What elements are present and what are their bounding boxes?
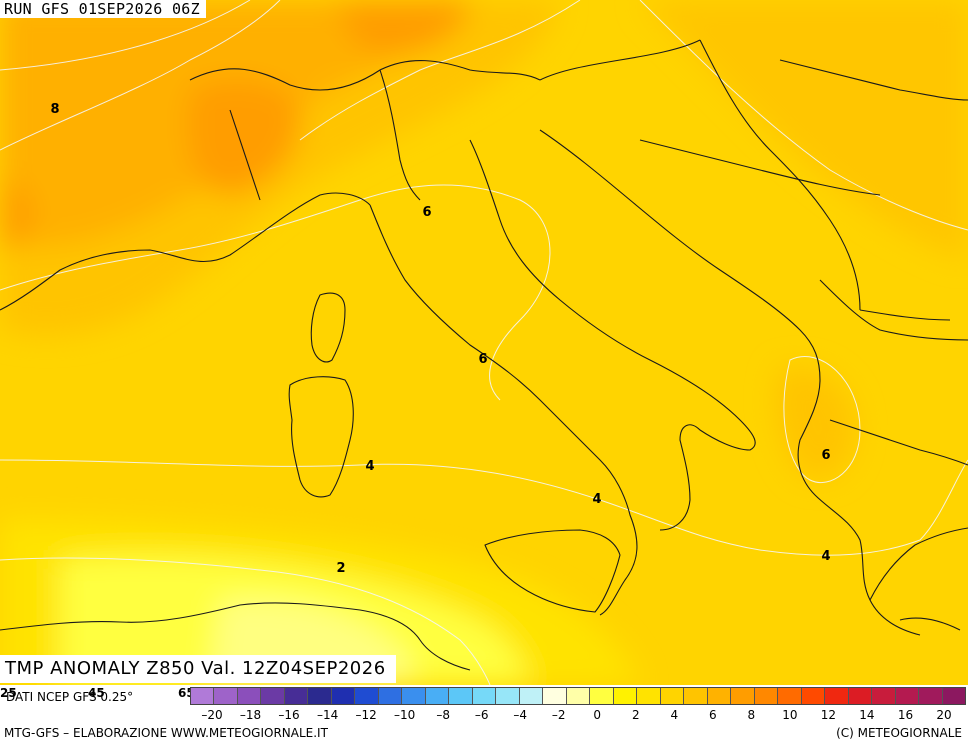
colorbar-swatch (801, 688, 826, 704)
colorbar-label: 2 (631, 708, 640, 722)
colorbar-swatch (825, 688, 849, 704)
colorbar-label: 16 (897, 708, 914, 722)
colorbar-swatch (543, 688, 567, 704)
contour-label: 8 (50, 102, 59, 117)
colorbar-label: 8 (747, 708, 756, 722)
colorbar-label: –10 (393, 708, 416, 722)
contour-label: 2 (336, 561, 345, 576)
colorbar-swatch (519, 688, 544, 704)
colorbar-label: –6 (474, 708, 489, 722)
contour-label: 6 (821, 448, 830, 463)
colorbar-swatch (402, 688, 426, 704)
colorbar-swatch (261, 688, 285, 704)
colorbar-swatch (707, 688, 732, 704)
colorbar-swatch (214, 688, 238, 704)
colorbar-label: 0 (593, 708, 602, 722)
colorbar-swatch (191, 688, 215, 704)
colorbar-label: 4 (670, 708, 679, 722)
colorbar-label: –20 (201, 708, 223, 722)
colorbar-swatch (355, 688, 379, 704)
colorbar-swatch (660, 688, 685, 704)
colorbar (190, 687, 966, 705)
contour-label: 4 (592, 492, 601, 507)
colorbar-swatch (942, 688, 965, 704)
colorbar-swatch (637, 688, 661, 704)
colorbar-label: –8 (436, 708, 450, 722)
colorbar-swatch (731, 688, 755, 704)
colorbar-swatch (919, 688, 943, 704)
temperature-anomaly-map: 8 6 6 4 4 6 4 2 (0, 0, 968, 685)
colorbar-swatch (472, 688, 497, 704)
colorbar-swatch (566, 688, 591, 704)
contour-label: 6 (422, 205, 431, 220)
colorbar-swatch (496, 688, 520, 704)
colorbar-swatch (425, 688, 450, 704)
colorbar-label: –16 (278, 708, 300, 722)
colorbar-label: 12 (820, 708, 837, 722)
colorbar-swatch (449, 688, 473, 704)
colorbar-swatch (754, 688, 779, 704)
colorbar-swatch (778, 688, 802, 704)
colorbar-swatch (237, 688, 262, 704)
colorbar-label: 20 (936, 708, 952, 722)
colorbar-swatch (331, 688, 356, 704)
colorbar-label: 10 (782, 708, 798, 722)
colorbar-swatch (872, 688, 896, 704)
colorbar-swatch (613, 688, 638, 704)
corner-tick: 45 (88, 686, 105, 700)
colorbar-label: –14 (316, 708, 339, 722)
colorbar-label: –4 (513, 708, 528, 722)
contour-label: 6 (478, 352, 487, 367)
run-label: RUN GFS 01SEP2026 06Z (0, 0, 206, 18)
colorbar-swatch (684, 688, 708, 704)
colorbar-swatch (284, 688, 309, 704)
colorbar-label: –12 (355, 708, 377, 722)
footer-credit: MTG-GFS – ELABORAZIONE WWW.METEOGIORNALE… (4, 726, 328, 740)
corner-tick: 25 (0, 686, 17, 700)
contour-labels: 8 6 6 4 4 6 4 2 (50, 102, 830, 576)
colorbar-swatch (895, 688, 920, 704)
colorbar-label: 14 (859, 708, 875, 722)
coastlines-borders (0, 39, 968, 671)
colorbar-swatch (590, 688, 614, 704)
contour-label: 4 (821, 549, 830, 564)
colorbar-label: –18 (239, 708, 262, 722)
contour-label: 4 (365, 459, 374, 474)
colorbar-label: 6 (709, 708, 717, 722)
source-note: DATI NCEP GFS 0.25° (6, 690, 134, 704)
colorbar-swatch (378, 688, 403, 704)
footer-copyright: (C) METEOGIORNALE (836, 726, 962, 740)
colorbar-label: –2 (551, 708, 566, 722)
colorbar-swatch (308, 688, 332, 704)
contour-lines (0, 0, 968, 685)
map-title: TMP ANOMALY Z850 Val. 12Z04SEP2026 (0, 655, 396, 683)
colorbar-swatch (848, 688, 873, 704)
